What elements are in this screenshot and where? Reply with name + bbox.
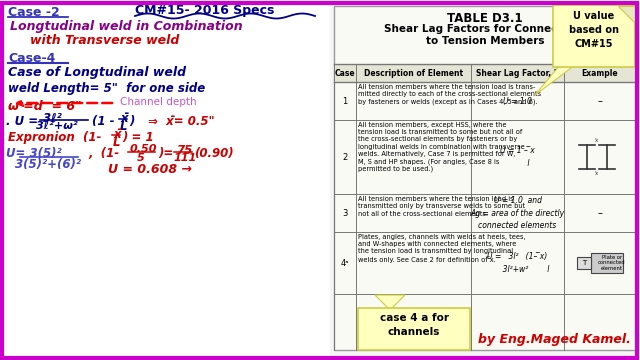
Text: 3: 3 [342, 208, 348, 217]
Text: U = 1.0: U = 1.0 [503, 96, 532, 105]
Text: L: L [113, 136, 120, 149]
Text: T: T [582, 260, 586, 266]
Text: Example: Example [582, 68, 618, 77]
Text: . U =: . U = [6, 115, 38, 128]
Text: case 4 a for
channels: case 4 a for channels [380, 313, 449, 337]
Text: weld Length= 5"  for one side: weld Length= 5" for one side [8, 82, 205, 95]
Text: (0.90): (0.90) [194, 147, 234, 160]
Text: 1: 1 [342, 96, 348, 105]
FancyBboxPatch shape [334, 64, 636, 82]
Text: Case: Case [335, 68, 355, 77]
Polygon shape [375, 295, 405, 310]
Text: x̄: x̄ [120, 112, 127, 125]
Text: Plates, angles, channels with welds at heels, tees,
and W-shapes with connected : Plates, angles, channels with welds at h… [358, 234, 525, 263]
Text: CM#15- 2016 Specs: CM#15- 2016 Specs [135, 4, 275, 17]
Text: U= 3(5)²: U= 3(5)² [6, 147, 61, 160]
Text: 2: 2 [342, 153, 348, 162]
Text: x̄: x̄ [595, 171, 598, 176]
FancyBboxPatch shape [358, 308, 470, 350]
Text: U =   3l²   (1– ̅x)
       3l²+w²        l: U = 3l² (1– ̅x) 3l²+w² l [486, 252, 549, 274]
Text: 3(5)²+(6)²: 3(5)²+(6)² [15, 158, 81, 171]
Text: Case -2: Case -2 [8, 6, 60, 19]
Text: x̄: x̄ [595, 138, 598, 143]
Text: Channel depth: Channel depth [120, 97, 196, 107]
Text: Shear Lag Factors for Connections: Shear Lag Factors for Connections [383, 24, 586, 34]
Text: Plate or
connected
element: Plate or connected element [598, 255, 626, 271]
Text: All tension members where the tension load is
transmitted only by transverse wel: All tension members where the tension lo… [358, 196, 525, 216]
Text: Expronion  (1-: Expronion (1- [8, 131, 101, 144]
Text: All tension members, except HSS, where the
tension load is transmitted to some b: All tension members, except HSS, where t… [358, 122, 525, 172]
Text: –: – [598, 208, 602, 218]
Text: with Transverse weld: with Transverse weld [30, 34, 179, 47]
Text: U = 1.0  and
Ag = area of the directly
connected elements: U = 1.0 and Ag = area of the directly co… [470, 196, 564, 230]
FancyBboxPatch shape [4, 4, 330, 356]
Polygon shape [535, 65, 575, 95]
Text: U = 1 – ̅x
         l: U = 1 – ̅x l [500, 146, 535, 168]
Text: (1 -: (1 - [92, 115, 115, 128]
Text: ): ) [129, 115, 134, 128]
Text: U = 0.608 →: U = 0.608 → [108, 163, 192, 176]
Text: x̄: x̄ [113, 128, 120, 141]
Text: 0.50: 0.50 [130, 144, 157, 154]
Text: 111: 111 [174, 153, 197, 163]
Text: 3ℓ²+ω²: 3ℓ²+ω² [36, 121, 77, 131]
Text: ω =d  = 6": ω =d = 6" [8, 100, 82, 113]
Polygon shape [618, 6, 636, 24]
FancyBboxPatch shape [577, 257, 591, 269]
Text: L: L [120, 120, 127, 133]
Text: Shear Lag Factor, U: Shear Lag Factor, U [476, 68, 559, 77]
Text: –: – [598, 96, 602, 106]
Text: U value
based on
CM#15: U value based on CM#15 [569, 11, 619, 49]
Text: Case-4: Case-4 [8, 52, 56, 65]
Text: by Eng.Maged Kamel.: by Eng.Maged Kamel. [478, 333, 631, 346]
Text: )=: )= [158, 147, 173, 160]
FancyBboxPatch shape [591, 253, 623, 273]
Text: Case of Longtudinal weld: Case of Longtudinal weld [8, 66, 186, 79]
Text: Description of Element: Description of Element [364, 68, 463, 77]
Text: 75: 75 [176, 144, 192, 157]
Text: Longtudinal weld in Combination: Longtudinal weld in Combination [10, 20, 243, 33]
Text: 5: 5 [137, 153, 145, 163]
Text: 4ᵃ: 4ᵃ [340, 258, 349, 267]
FancyBboxPatch shape [553, 5, 635, 67]
Text: All tension members where the tension load is trans-
mitted directly to each of : All tension members where the tension lo… [358, 84, 541, 105]
Text: TABLE D3.1: TABLE D3.1 [447, 12, 523, 25]
Text: ) = 1: ) = 1 [122, 131, 154, 144]
FancyBboxPatch shape [334, 6, 636, 350]
Text: 3ℓ²: 3ℓ² [43, 112, 61, 125]
Text: ,  (1-: , (1- [88, 147, 119, 160]
Text: ⇒  x̄= 0.5": ⇒ x̄= 0.5" [148, 115, 214, 128]
Text: to Tension Members: to Tension Members [426, 36, 544, 46]
